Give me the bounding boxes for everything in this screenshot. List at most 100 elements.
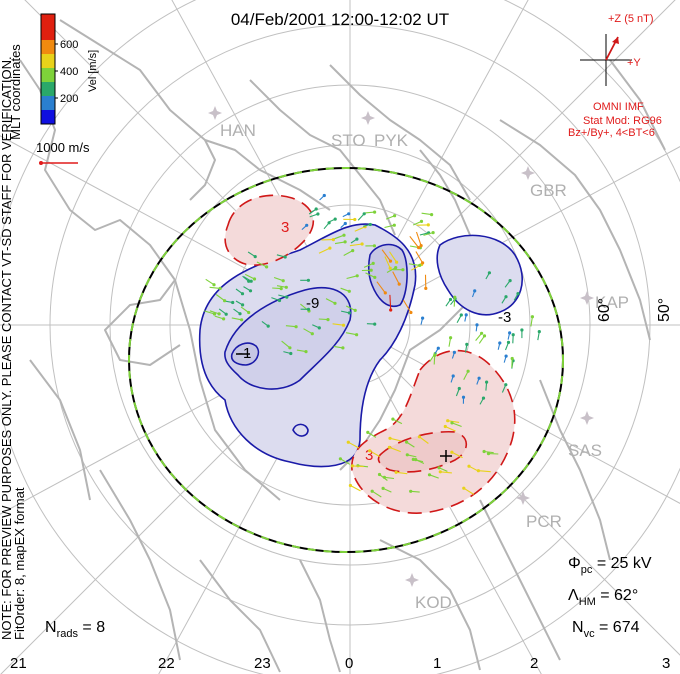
coastlines <box>19 19 666 673</box>
velocity-vector <box>402 299 412 313</box>
mlt-tick-21: 21 <box>10 655 27 672</box>
velocity-vector <box>456 314 462 324</box>
velocity-vector <box>504 342 510 351</box>
velocity-vector <box>352 465 364 468</box>
velocity-vector <box>319 195 325 201</box>
velocity-vector <box>318 318 329 321</box>
contour-label-minus3: -3 <box>498 309 511 326</box>
velocity-vector <box>421 212 432 216</box>
velocity-vector <box>281 340 291 349</box>
velocity-vector <box>209 286 221 289</box>
velocity-vectors <box>204 193 541 498</box>
velocity-vector <box>419 436 429 444</box>
velocity-vector <box>503 355 507 363</box>
station-han-marker <box>208 106 222 120</box>
velocity-vector <box>333 345 343 349</box>
velocity-vector <box>445 425 456 432</box>
velocity-vector <box>340 458 350 465</box>
velocity-vector <box>205 278 215 286</box>
negative-potential-cell <box>198 223 524 468</box>
velocity-vector <box>318 247 331 254</box>
vector-origin <box>537 330 541 334</box>
velocity-vector <box>301 224 308 231</box>
velocity-vector <box>224 300 233 304</box>
velocity-vector <box>475 332 483 341</box>
velocity-vector <box>365 272 376 278</box>
velocity-vector <box>235 300 243 306</box>
velocity-vector <box>455 388 460 397</box>
velocity-vector <box>382 487 392 493</box>
coordinate-system-label: MLT coordinates <box>8 44 23 140</box>
velocity-vector <box>423 232 434 236</box>
scale-vector-label: 1000 m/s <box>36 140 90 155</box>
velocity-vector <box>463 370 469 381</box>
velocity-vector <box>471 290 476 298</box>
velocity-vector <box>354 226 366 232</box>
contour-label-plus3b: 3 <box>365 447 373 464</box>
velocity-vector <box>537 331 540 341</box>
velocity-vector <box>209 310 220 315</box>
colorbar-seg-4 <box>41 54 55 68</box>
lat-label-50: 50° <box>656 298 673 322</box>
mlt-axis: 21 22 23 0 1 2 3 <box>10 655 670 672</box>
velocity-vector <box>410 490 420 493</box>
colorbar-tick-200: 200 <box>60 93 78 105</box>
velocity-vector <box>415 459 425 464</box>
vector-origin <box>392 223 396 227</box>
station-label-kap: KAP <box>595 293 629 312</box>
velocity-vector <box>308 208 317 215</box>
velocity-vector <box>342 213 349 218</box>
velocity-vector <box>451 451 463 459</box>
stat-phi-pc: Φpc = 25 kV <box>568 555 652 576</box>
velocity-vector <box>204 310 215 315</box>
velocity-vector <box>346 275 358 280</box>
velocity-vector <box>242 275 250 282</box>
velocity-vector <box>340 223 346 229</box>
station-markers <box>208 106 594 587</box>
colorbar-seg-0 <box>41 110 55 124</box>
colorbar-seg-6 <box>41 14 55 40</box>
colorbar-label: Vel [m/s] <box>87 50 99 92</box>
velocity-vector <box>276 254 286 258</box>
velocity-vector <box>501 384 507 393</box>
velocity-vector <box>323 222 330 230</box>
velocity-vector <box>273 276 284 282</box>
velocity-vector <box>497 342 501 350</box>
velocity-vector <box>296 349 307 353</box>
velocity-vector <box>272 287 282 290</box>
velocity-vector <box>340 310 350 314</box>
velocity-vector <box>504 280 511 288</box>
velocity-vector <box>415 231 422 246</box>
velocity-vector <box>348 441 360 449</box>
velocity-vector <box>343 250 353 256</box>
fit-statistics: Φpc = 25 kV ΛHM = 62° Nvc = 674 Nrads = … <box>45 555 652 640</box>
velocity-vector <box>214 315 224 320</box>
velocity-vector <box>485 382 488 391</box>
velocity-vector <box>215 294 225 302</box>
velocity-vector <box>285 325 297 328</box>
velocity-vector <box>389 437 402 442</box>
velocity-vector <box>412 220 422 226</box>
velocity-vector <box>386 267 396 273</box>
velocity-vector <box>451 352 455 359</box>
velocity-vector <box>385 215 395 220</box>
fit-order-text: FitOrder: 8, mapEX format <box>12 487 27 640</box>
velocity-vector <box>507 332 511 340</box>
velocity-vector <box>453 297 456 307</box>
velocity-vector <box>463 487 474 495</box>
velocity-vector <box>409 235 420 248</box>
colorbar-seg-1 <box>41 96 55 110</box>
colorbar-tick-400: 400 <box>60 66 78 78</box>
colorbar-seg-3 <box>41 68 55 82</box>
velocity-vector <box>434 347 439 354</box>
colorbar-seg-5 <box>41 40 55 54</box>
velocity-vector <box>392 271 400 285</box>
velocity-vector <box>256 261 267 268</box>
stat-lambda-hm: ΛHM = 62° <box>568 587 638 608</box>
imf-y-label: +Y <box>627 57 641 69</box>
station-label-gbr: GBR <box>530 181 567 200</box>
station-label-kod: KOD <box>415 593 452 612</box>
velocity-vector <box>363 223 371 227</box>
colorbar-seg-2 <box>41 82 55 96</box>
velocity-vector <box>247 251 256 258</box>
